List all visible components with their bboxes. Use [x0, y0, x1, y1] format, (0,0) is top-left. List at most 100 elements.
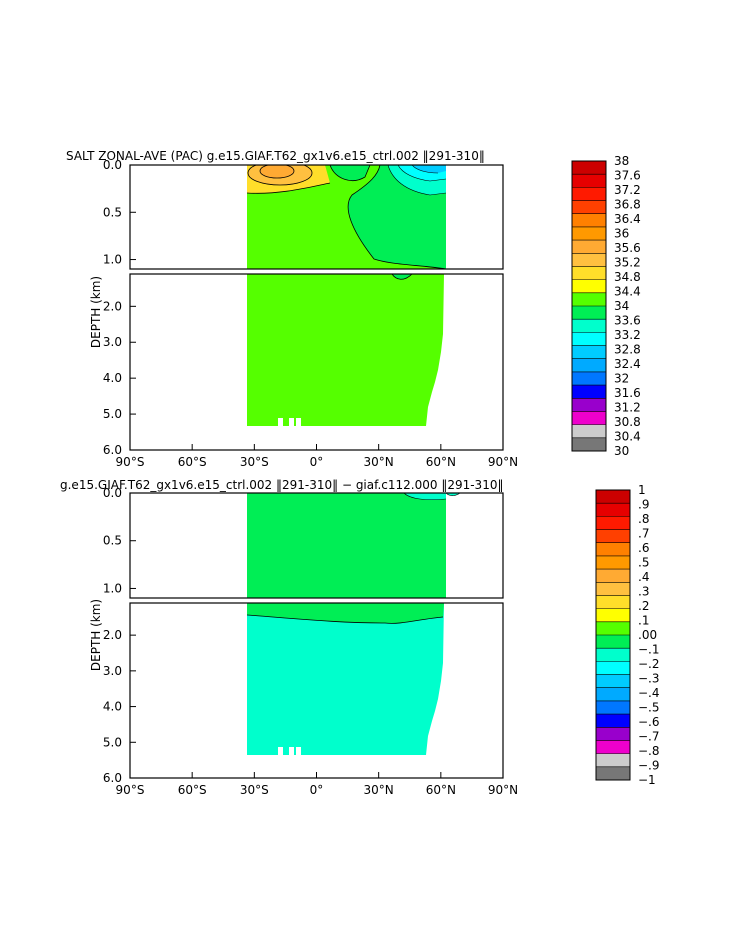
- colorbar-swatch: [596, 516, 630, 530]
- colorbar-label: .6: [638, 541, 649, 555]
- colorbar-label: 34.4: [614, 285, 641, 299]
- y-tick-label: 5.0: [103, 735, 122, 749]
- topography-notch: [289, 418, 294, 428]
- colorbar-swatch: [572, 213, 606, 228]
- colorbar-swatch: [596, 608, 630, 623]
- colorbar-swatch: [572, 398, 606, 412]
- colorbar-swatch: [572, 437, 606, 452]
- lower-panel-plot: [246, 603, 444, 757]
- colorbar-label: .1: [638, 614, 649, 628]
- land-mask: [446, 165, 503, 269]
- colorbar-label: 36: [614, 227, 629, 241]
- colorbar-swatch: [596, 727, 630, 741]
- y-tick-label: 3.0: [103, 335, 122, 349]
- colorbar-swatch: [596, 595, 630, 609]
- colorbar-swatch: [572, 253, 606, 267]
- colorbar-swatch: [596, 661, 630, 675]
- colorbar-label: .3: [638, 585, 649, 599]
- colorbar-frame: [595, 489, 631, 781]
- topography-notch: [296, 418, 301, 428]
- colorbar-swatch: [596, 687, 630, 702]
- colorbar-swatch: [572, 174, 606, 188]
- colorbar-label: .5: [638, 556, 649, 570]
- colorbar-label: .7: [638, 527, 649, 541]
- contour-line: [397, 165, 447, 182]
- contour-line: [411, 165, 439, 174]
- y-tick-label: 4.0: [103, 371, 122, 385]
- topography-notch: [278, 747, 283, 757]
- x-tick-label: 30°N: [364, 783, 394, 797]
- colorbar-swatch: [572, 200, 606, 215]
- contour-line: [246, 614, 444, 624]
- x-tick-label: 90°S: [116, 783, 145, 797]
- colorbar-swatch: [596, 753, 630, 768]
- contour-line: [403, 493, 447, 501]
- colorbar-label: 38: [614, 154, 629, 168]
- y-tick-label: 2.0: [103, 628, 122, 642]
- y-tick-labels: 0.0 0.5 1.0 2.0 3.0 4.0 5.0 6.0: [103, 158, 136, 457]
- y-tick-label: 3.0: [103, 664, 122, 678]
- colorbar-label: 31.6: [614, 386, 641, 400]
- colorbar-swatch: [572, 187, 606, 201]
- colorbar-label: 34: [614, 299, 629, 313]
- colorbar-swatch: [596, 490, 630, 504]
- colorbar-label: −.2: [638, 657, 660, 671]
- freshest-region: [412, 165, 446, 173]
- colorbar-swatch: [572, 292, 606, 307]
- colorbar-label: 30.4: [614, 430, 641, 444]
- colorbar-swatch: [572, 319, 606, 333]
- y-tick-label: 6.0: [103, 443, 122, 457]
- salinity-fill: [247, 274, 444, 426]
- y-tick-label: 6.0: [103, 771, 122, 785]
- difference-fill: [247, 603, 444, 755]
- colorbar-swatch: [596, 542, 630, 557]
- contour-line: [445, 493, 461, 496]
- colorbar-swatch: [572, 371, 606, 386]
- colorbar-label: 35.6: [614, 241, 641, 255]
- colorbar-label: 32.4: [614, 357, 641, 371]
- x-tick-label: 0°: [310, 783, 324, 797]
- colorbar-swatch: [596, 635, 630, 649]
- colorbar-frame: [571, 160, 607, 452]
- colorbar-swatch: [572, 332, 606, 346]
- colorbar-label: .2: [638, 599, 649, 613]
- colorbar-label: 33.6: [614, 314, 641, 328]
- y-axis-label: DEPTH (km): [89, 599, 103, 671]
- x-tick-label: 30°S: [240, 783, 269, 797]
- y-tick-label: 2.0: [103, 299, 122, 313]
- colorbar-label: 37.2: [614, 183, 641, 197]
- colorbar-swatch: [596, 674, 630, 689]
- salinity-chart: SALT ZONAL-AVE (PAC) g.e15.GIAF.T62_gx1v…: [66, 149, 641, 469]
- y-axis-label: DEPTH (km): [89, 276, 103, 348]
- topography-notch: [278, 418, 283, 428]
- colorbar-label: 37.6: [614, 169, 641, 183]
- lower-panel-plot: [247, 274, 444, 428]
- colorbar-swatch: [596, 555, 630, 570]
- contour-line: [347, 165, 447, 269]
- colorbar-swatch: [596, 648, 630, 662]
- contour-line: [246, 182, 331, 194]
- colorbar-swatch: [572, 411, 606, 425]
- y-tick-label: 4.0: [103, 700, 122, 714]
- x-tick-labels: 90°S 60°S 30°S 0° 30°N 60°N 90°N: [116, 772, 518, 797]
- colorbar-swatch: [572, 226, 606, 241]
- colorbar-swatch: [596, 621, 630, 636]
- chart-title: g.e15.GIAF.T62_gx1v6.e15_ctrl.002 ‖291-3…: [60, 478, 503, 492]
- topography-notch: [289, 747, 294, 757]
- colorbar-swatch: [596, 714, 630, 728]
- y-tick-label: 1.0: [103, 253, 122, 267]
- colorbar-swatch: [596, 740, 630, 754]
- y-tick-label: 0.0: [103, 158, 122, 172]
- salinity-peak-contour: [260, 165, 294, 178]
- colorbar-label: 1: [638, 483, 646, 497]
- colorbar-swatch: [596, 582, 630, 596]
- y-tick-label: 0.5: [103, 534, 122, 548]
- colorbar-swatch: [596, 529, 630, 544]
- colorbar-label: −.3: [638, 672, 660, 686]
- colorbar-label: −.4: [638, 686, 660, 700]
- colorbar: 1.9.8.7.6.5.4.3.2.1.00−.1−.2−.3−.4−.5−.6…: [595, 483, 660, 787]
- x-tick-label: 60°N: [426, 783, 456, 797]
- low-salinity-region: [330, 165, 370, 181]
- colorbar-label: −1: [638, 773, 656, 787]
